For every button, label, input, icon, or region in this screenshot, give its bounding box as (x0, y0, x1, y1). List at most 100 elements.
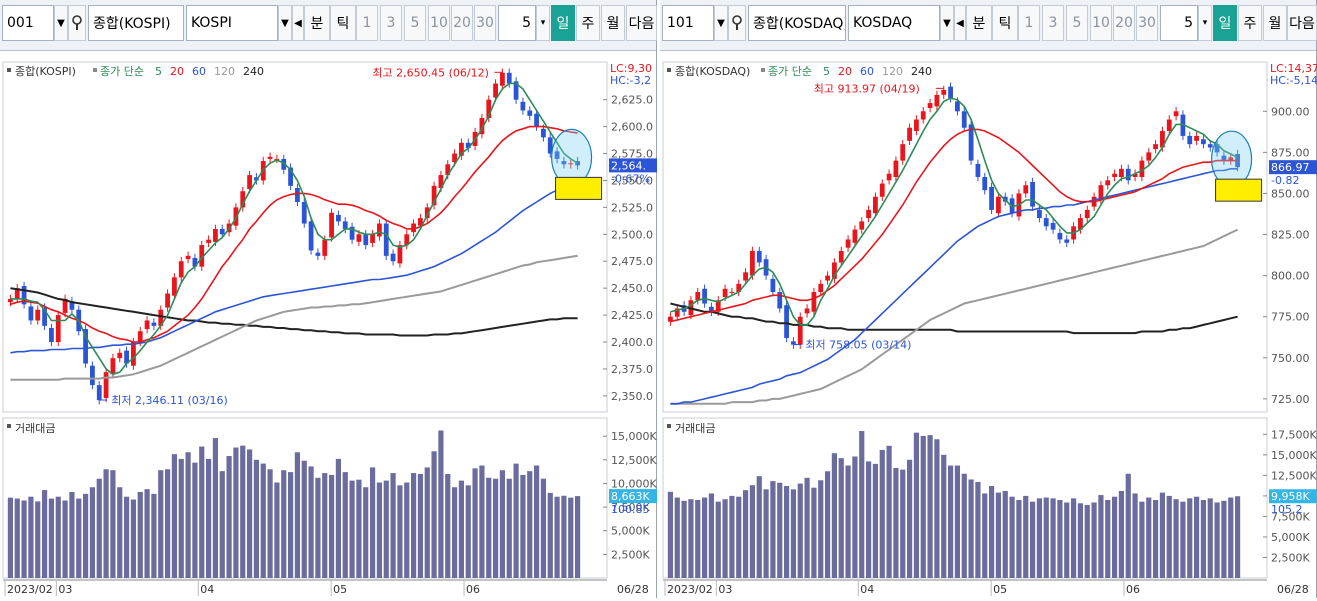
candle-body (315, 252, 321, 256)
prev-arrow-icon[interactable]: ◀ (954, 5, 966, 41)
candle-body (397, 245, 403, 264)
index-value-field[interactable]: KOSDAQ (848, 5, 940, 41)
tab-3[interactable]: 3 (1042, 5, 1064, 41)
tab-month[interactable]: 월 (1263, 5, 1287, 41)
kospi-chart[interactable]: 종합(KOSPI) 종가 단순 5 20 60 120 240 2,625.0 2,600.0 2… (0, 60, 657, 598)
tab-tick[interactable]: 틱 (992, 5, 1018, 41)
tab-1[interactable]: 1 (1018, 5, 1040, 41)
chart-title: 종합(KOSDAQ) (675, 65, 750, 78)
tab-30[interactable]: 30 (1136, 5, 1158, 41)
candle-body (1043, 218, 1049, 227)
candle-body (1139, 160, 1145, 178)
tab-5[interactable]: 5 (1066, 5, 1088, 41)
dropdown-arrow-icon[interactable]: ▼ (714, 5, 728, 41)
volume-bar (1139, 501, 1145, 578)
x-tick-label: 05 (993, 583, 1007, 596)
volume-bar (137, 491, 143, 578)
vol-tick-label: 2,500K (1271, 551, 1310, 564)
volume-bar (1118, 490, 1125, 578)
tab-5[interactable]: 5 (404, 5, 426, 41)
candle-body (804, 308, 810, 314)
candle-body (486, 99, 492, 118)
count-input[interactable]: 5 (498, 5, 536, 41)
tab-week[interactable]: 주 (1238, 5, 1262, 41)
candle-body (247, 175, 252, 190)
tab-tick[interactable]: 틱 (330, 5, 356, 41)
tab-10[interactable]: 10 (428, 5, 450, 41)
volume-bar (1214, 502, 1220, 578)
volume-bar (547, 492, 553, 578)
candle-body (1078, 218, 1083, 230)
vol-tick-label: 17,500K (1271, 428, 1317, 441)
kosdaq-chart[interactable]: 종합(KOSDAQ) 종가 단순 5 20 60 120 240 900.00 875.00 85… (660, 60, 1317, 598)
index-value-field[interactable]: KOSPI (186, 5, 278, 41)
volume-bar (554, 496, 560, 578)
volume-bar (110, 470, 116, 578)
tab-week[interactable]: 주 (576, 5, 600, 41)
tab-20[interactable]: 20 (1113, 5, 1135, 41)
y-tick-label: 750.00 (1271, 352, 1310, 365)
volume-bar (763, 489, 769, 578)
hc-label: HC:-3,2 (610, 74, 651, 87)
x-tick-label: 05 (333, 583, 347, 596)
volume-bar (975, 481, 981, 578)
tab-20[interactable]: 20 (451, 5, 473, 41)
tab-1[interactable]: 1 (356, 5, 378, 41)
candle-body (736, 283, 742, 293)
tab-minute[interactable]: 분 (304, 5, 330, 41)
volume-bar (431, 451, 437, 578)
volume-bar (1084, 504, 1090, 578)
tab-10[interactable]: 10 (1090, 5, 1112, 41)
dropdown-arrow-icon[interactable]: ▼ (54, 5, 68, 41)
tab-month[interactable]: 월 (601, 5, 625, 41)
legend-ma-5: 5 (823, 65, 830, 78)
tab-day[interactable]: 일 (551, 5, 575, 41)
dropdown-arrow-icon[interactable]: ▼ (940, 5, 954, 41)
candle-body (1037, 209, 1042, 219)
volume-bar (356, 479, 362, 578)
count-input[interactable]: 5 (1160, 5, 1198, 41)
index-name-select[interactable]: 종합(KOSPI) (88, 5, 184, 41)
volume-bar (527, 471, 533, 578)
candle-body (308, 221, 314, 251)
volume-bar (852, 456, 858, 578)
volume-bar (212, 438, 219, 578)
hc-label: HC:-5,14 (1270, 74, 1317, 87)
volume-bar (701, 497, 708, 578)
candle-body (520, 101, 526, 111)
candle-body (62, 298, 68, 313)
volume-bar (76, 498, 82, 578)
legend-ma-120: 120 (882, 65, 903, 78)
candle-body (404, 234, 410, 246)
volume-bar (865, 461, 872, 578)
tab-minute[interactable]: 분 (966, 5, 992, 41)
candle-body (927, 103, 933, 109)
candle-body (254, 177, 259, 181)
volume-bar (55, 496, 61, 578)
volume-current-box (609, 489, 657, 504)
prev-arrow-icon[interactable]: ◀ (292, 5, 304, 41)
next-button[interactable]: 다음 (626, 5, 657, 41)
volume-bar (1187, 498, 1193, 578)
lc-label: LC:9,30 (610, 62, 652, 75)
volume-bar (219, 471, 225, 578)
tab-30[interactable]: 30 (474, 5, 496, 41)
dropdown-arrow-icon[interactable]: ▼ (278, 5, 292, 41)
index-name-select[interactable]: 종합(KOSDAQ) (748, 5, 846, 41)
code-input[interactable]: 101 (662, 5, 714, 41)
code-input[interactable]: 001 (2, 5, 54, 41)
next-button[interactable]: 다음 (1287, 5, 1317, 41)
volume-bar (722, 499, 728, 578)
tab-day[interactable]: 일 (1213, 5, 1237, 41)
search-icon[interactable] (68, 5, 86, 41)
candle-body (948, 86, 953, 99)
search-icon[interactable] (728, 5, 746, 41)
volume-bar (301, 460, 307, 578)
count-spin-icon[interactable]: ▾ (536, 5, 550, 41)
tab-3[interactable]: 3 (380, 5, 402, 41)
count-spin-icon[interactable]: ▾ (1198, 5, 1212, 41)
volume-bar (479, 465, 485, 578)
index-value-text: KOSPI (191, 15, 232, 31)
y-tick-label: 900.00 (1271, 105, 1310, 118)
volume-bar (790, 489, 797, 578)
